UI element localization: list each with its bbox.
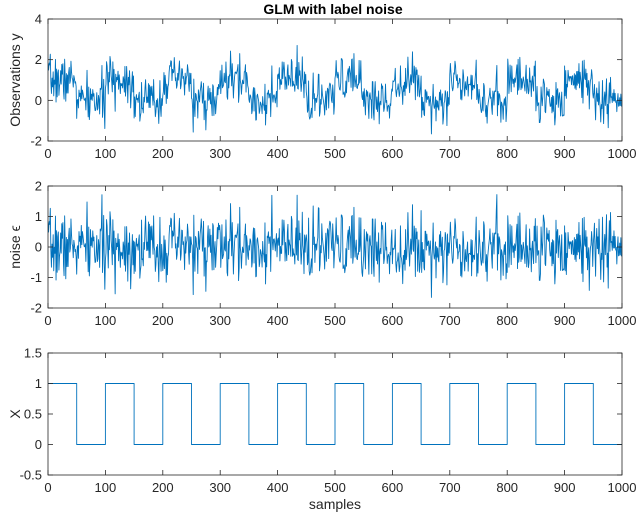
- design-x-x-tick-label: 200: [152, 480, 174, 495]
- observations-y-tick-label: 0: [35, 93, 42, 108]
- observations-x-tick-label: 300: [209, 146, 231, 161]
- design-x-x-tick-label: 1000: [608, 480, 637, 495]
- noise-x-tick-label: 0: [44, 313, 51, 328]
- design-x-x-tick-label: 800: [496, 480, 518, 495]
- observations-x-tick-label: 1000: [608, 146, 637, 161]
- observations-x-tick-label: 100: [95, 146, 117, 161]
- observations-x-tick-label: 400: [267, 146, 289, 161]
- design-x-x-tick-label: 900: [554, 480, 576, 495]
- noise-y-axis-label: noise ϵ: [7, 225, 23, 269]
- design-x-x-tick-label: 500: [324, 480, 346, 495]
- observations-x-tick-label: 800: [496, 146, 518, 161]
- design-x-x-tick-label: 600: [382, 480, 404, 495]
- observations-y-axis-label: Observations y: [7, 33, 23, 126]
- design-x-y-tick-label: 1.5: [24, 346, 42, 361]
- design-x-x-tick-label: 300: [209, 480, 231, 495]
- design-x-x-axis-label: samples: [309, 496, 361, 512]
- noise-x-tick-label: 700: [439, 313, 461, 328]
- observations-panel: 0 100 200 300 400 500 600 700 800 900 1000-2024Obs…: [7, 12, 636, 162]
- noise-y-tick-label: 1: [35, 209, 42, 224]
- design-x-x-tick-label: 700: [439, 480, 461, 495]
- observations-x-tick-label: 200: [152, 146, 174, 161]
- noise-x-tick-label: 400: [267, 313, 289, 328]
- noise-x-tick-label: 100: [95, 313, 117, 328]
- design-x-x-tick-label: 100: [95, 480, 117, 495]
- observations-x-tick-label: 600: [382, 146, 404, 161]
- design-x-x-tick-label: 400: [267, 480, 289, 495]
- design-x-y-tick-label: 0: [35, 437, 42, 452]
- noise-x-tick-label: 500: [324, 313, 346, 328]
- figure-title: GLM with label noise: [263, 1, 402, 17]
- design-x-y-tick-label: 0.5: [24, 407, 42, 422]
- noise-x-tick-label: 800: [496, 313, 518, 328]
- noise-y-tick-label: -1: [30, 270, 42, 285]
- noise-series-line: [48, 194, 622, 298]
- design-x-series-line: [48, 383, 622, 445]
- noise-x-tick-label: 300: [209, 313, 231, 328]
- noise-y-tick-label: 2: [35, 179, 42, 194]
- design-x-x-tick-label: 0: [44, 480, 51, 495]
- noise-x-tick-label: 200: [152, 313, 174, 328]
- noise-x-tick-label: 600: [382, 313, 404, 328]
- design-x-y-tick-label: -0.5: [20, 468, 42, 483]
- noise-y-tick-label: -2: [30, 301, 42, 316]
- observations-x-tick-label: 500: [324, 146, 346, 161]
- observations-y-tick-label: 2: [35, 52, 42, 67]
- design-x-y-tick-label: 1: [35, 376, 42, 391]
- noise-x-tick-label: 1000: [608, 313, 637, 328]
- observations-y-tick-label: 4: [35, 12, 42, 27]
- noise-x-tick-label: 900: [554, 313, 576, 328]
- design-x-y-axis-label: X: [7, 409, 23, 419]
- noise-panel: 0 100 200 300 400 500 600 700 800 900 1000 -2 -1 0 1 2 n…: [7, 179, 636, 329]
- observations-y-tick-label: -2: [30, 134, 42, 149]
- design-x-panel: 0 100 200 300 400 500 600 700 800 900 1000-0.500.5…: [7, 346, 636, 513]
- noise-y-tick-label: 0: [35, 240, 42, 255]
- observations-series-line: [48, 44, 622, 135]
- observations-x-tick-label: 0: [44, 146, 51, 161]
- observations-x-tick-label: 900: [554, 146, 576, 161]
- observations-x-tick-label: 700: [439, 146, 461, 161]
